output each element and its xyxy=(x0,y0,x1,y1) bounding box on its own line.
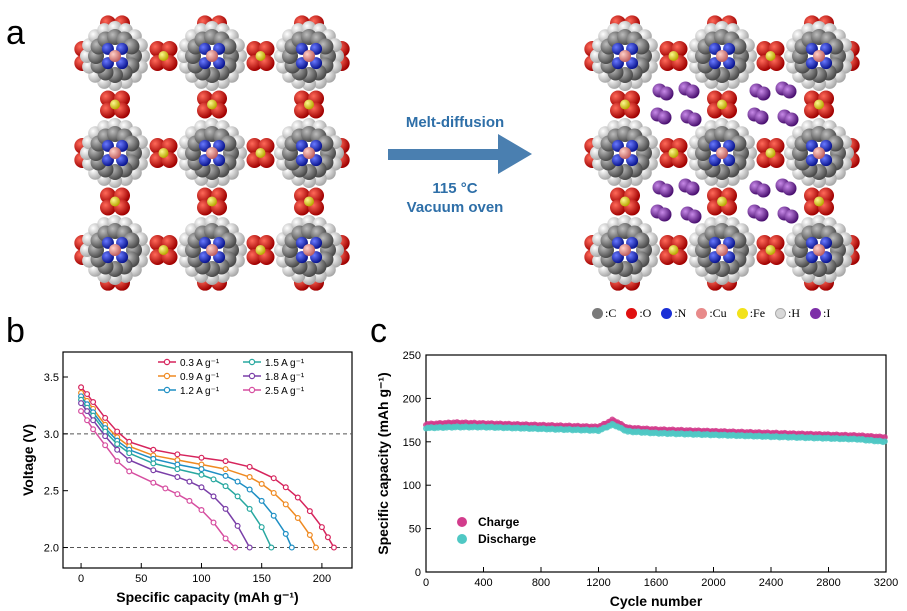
iodine-atom xyxy=(754,110,769,125)
iodine-atom xyxy=(659,86,674,101)
iron-atom xyxy=(620,99,630,110)
arrow-right-icon xyxy=(498,134,532,174)
iodine-atom xyxy=(784,209,799,224)
legend-label-h: :H xyxy=(788,305,801,320)
legend-label-c: :C xyxy=(605,305,617,320)
arrow-shaft xyxy=(388,149,508,160)
iodine-atom xyxy=(687,209,702,224)
copper-atom xyxy=(109,50,121,62)
nitrogen-atom-icon xyxy=(661,307,673,319)
iodine-atom xyxy=(754,207,769,222)
copper-atom xyxy=(813,147,825,159)
copper-atom xyxy=(206,50,218,62)
iodine-atom xyxy=(657,207,672,222)
panel-c-letter: c xyxy=(370,312,387,350)
legend-item-i: :I xyxy=(810,306,830,321)
arrow-label-oven: Vacuum oven xyxy=(406,199,504,216)
iodine-atom xyxy=(756,86,771,101)
iron-atom xyxy=(207,99,217,110)
legend-item-h: :H xyxy=(775,306,800,321)
copper-atom xyxy=(813,50,825,62)
copper-atom xyxy=(109,244,121,256)
copper-atom xyxy=(109,147,121,159)
mof-grid-before xyxy=(74,15,350,291)
carbon-atom-icon xyxy=(592,307,603,319)
iodine-atom xyxy=(782,84,797,99)
arrow-label-process: Melt-diffusion xyxy=(405,114,505,131)
iron-atom xyxy=(814,196,824,207)
legend-item-n: :N xyxy=(661,306,686,321)
iron-atom xyxy=(207,196,217,207)
iron-atom xyxy=(620,196,630,207)
iron-atom xyxy=(765,148,776,158)
copper-atom xyxy=(303,50,315,62)
iodine-atom xyxy=(687,112,702,127)
hydrogen-atom-icon xyxy=(775,307,787,319)
iron-atom xyxy=(668,51,679,61)
legend-item-c: :C xyxy=(592,306,616,321)
oxygen-atom-icon xyxy=(626,307,638,319)
iron-atom xyxy=(765,245,776,255)
iron-atom xyxy=(304,196,314,207)
iodine-atom xyxy=(685,84,700,99)
legend-item-o: :O xyxy=(626,306,651,321)
legend-label-n: :N xyxy=(674,305,687,320)
iron-atom xyxy=(717,99,727,110)
iron-atom xyxy=(255,51,266,61)
iron-atom xyxy=(158,245,169,255)
copper-atom xyxy=(619,244,631,256)
copper-atom xyxy=(303,147,315,159)
iron-atom xyxy=(668,245,679,255)
arrow-label-temperature: 115 °C xyxy=(432,180,478,197)
legend-item-cu: :Cu xyxy=(696,305,727,321)
iron-atom-icon xyxy=(736,307,748,319)
copper-atom xyxy=(716,50,728,62)
iron-atom xyxy=(717,196,727,207)
iodine-atom xyxy=(685,181,700,196)
copper-atom xyxy=(813,244,825,256)
iron-atom xyxy=(814,99,824,110)
iodine-atom xyxy=(657,110,672,125)
iron-atom xyxy=(255,245,266,255)
copper-atom xyxy=(206,147,218,159)
copper-atom xyxy=(619,147,631,159)
iron-atom xyxy=(158,148,169,158)
copper-atom xyxy=(716,244,728,256)
iron-atom xyxy=(158,51,169,61)
iron-atom xyxy=(255,148,266,158)
iron-atom xyxy=(304,99,314,110)
panel-a-letter: a xyxy=(6,14,25,52)
legend-label-i: :I xyxy=(823,305,831,320)
copper-atom-icon xyxy=(696,307,708,319)
iodine-atom xyxy=(659,183,674,198)
legend-label-o: :O xyxy=(639,305,652,320)
iodine-atom xyxy=(756,183,771,198)
copper-atom xyxy=(303,244,315,256)
iron-atom xyxy=(668,148,679,158)
iron-atom xyxy=(110,196,120,207)
iodine-atom-icon xyxy=(810,307,822,319)
iodine-atom xyxy=(782,181,797,196)
iron-atom xyxy=(765,51,776,61)
panel-b-letter: b xyxy=(6,312,25,350)
legend-label-cu: :Cu xyxy=(709,305,727,320)
legend-item-fe: :Fe xyxy=(736,305,766,321)
copper-atom xyxy=(619,50,631,62)
mof-grid-after xyxy=(584,15,860,291)
copper-atom xyxy=(716,147,728,159)
atom-legend: :C :O :N :Cu :Fe :H :I xyxy=(592,304,830,322)
legend-label-fe: :Fe xyxy=(749,305,766,320)
iron-atom xyxy=(110,99,120,110)
copper-atom xyxy=(206,244,218,256)
iodine-atom xyxy=(784,112,799,127)
